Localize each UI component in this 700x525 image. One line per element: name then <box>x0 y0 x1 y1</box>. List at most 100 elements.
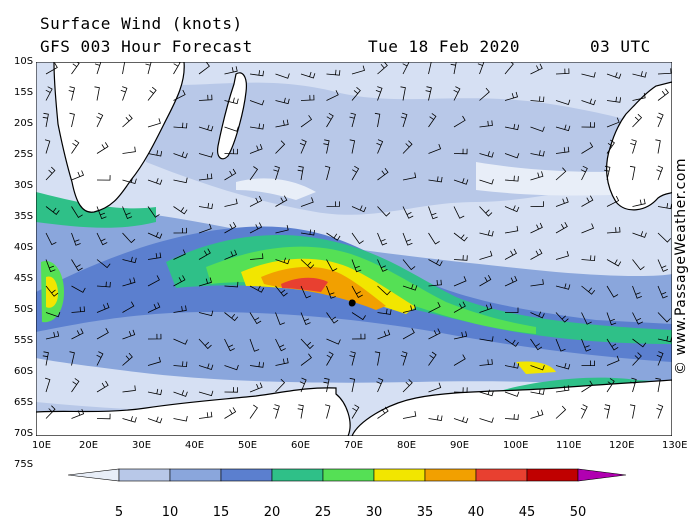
wind-barb <box>479 303 493 313</box>
wind-barb <box>249 222 263 234</box>
wind-barb <box>71 170 85 181</box>
wind-barb <box>147 118 161 128</box>
wind-barb <box>224 126 239 132</box>
wind-barb <box>656 112 664 128</box>
wind-barb <box>555 124 571 132</box>
wind-barb <box>44 377 51 393</box>
wind-barb <box>425 86 432 101</box>
wind-barb <box>402 379 413 393</box>
scale-swatch <box>118 468 171 482</box>
wind-barb <box>326 69 341 76</box>
wind-barb <box>606 96 621 103</box>
wind-barb <box>377 329 391 340</box>
color-scale <box>68 468 627 482</box>
wind-barb <box>224 364 239 371</box>
wind-barb <box>504 123 520 131</box>
wind-barb <box>479 179 494 185</box>
wind-barb <box>224 168 237 181</box>
kerguelen <box>348 299 356 307</box>
wind-barb <box>147 302 161 313</box>
wind-barb <box>173 390 188 397</box>
wind-barb <box>604 165 611 181</box>
wind-barb <box>122 329 136 340</box>
wind-barb <box>555 250 569 260</box>
wind-barb <box>122 385 136 393</box>
wind-barb <box>504 362 520 369</box>
wind-barb <box>453 86 461 101</box>
wind-barb <box>657 232 672 243</box>
lat-label: 40S <box>14 242 34 253</box>
scale-label: 10 <box>161 505 179 520</box>
wind-barb <box>249 253 264 260</box>
forecast-label: GFS 003 Hour Forecast <box>40 37 253 56</box>
wind-barb <box>377 308 392 315</box>
forecast-time: 03 UTC <box>590 37 651 56</box>
wind-barb <box>249 285 265 293</box>
wind-barb <box>555 312 569 323</box>
wind-barb <box>479 206 493 217</box>
wind-barb <box>300 259 315 269</box>
wind-barb <box>402 172 417 181</box>
wind-barb <box>530 365 545 371</box>
wind-barb <box>173 62 181 75</box>
wind-barb <box>351 86 361 101</box>
wind-barb <box>275 378 286 393</box>
wind-barbs <box>42 62 672 424</box>
wind-barb <box>453 115 466 128</box>
wind-barb <box>657 312 671 323</box>
wind-barb <box>147 178 163 185</box>
lon-label: 90E <box>450 440 470 451</box>
wind-barb <box>402 140 413 154</box>
wind-barb <box>69 351 75 366</box>
wind-barb <box>376 139 384 154</box>
wind-barb <box>71 206 83 219</box>
wind-barb <box>630 139 637 154</box>
lon-label: 130E <box>662 440 688 451</box>
wind-barb <box>249 166 259 181</box>
wind-barb <box>555 385 570 393</box>
wind-barb <box>326 112 334 128</box>
wind-barb <box>147 150 163 157</box>
wind-barb <box>657 259 668 272</box>
lon-label: 40E <box>185 440 205 451</box>
wind-barb <box>504 153 520 159</box>
wind-barb <box>530 201 544 207</box>
wind-barb <box>581 98 596 106</box>
wind-barb <box>453 255 468 261</box>
wind-barb <box>349 139 356 154</box>
wind-barb <box>351 312 366 321</box>
wind-barb <box>402 259 416 271</box>
wind-barb <box>300 312 311 326</box>
wind-barb <box>374 112 381 128</box>
wind-barb <box>375 86 383 101</box>
wind-barb <box>173 361 188 368</box>
wind-barb <box>249 361 264 368</box>
wind-barb <box>555 362 571 370</box>
scale-arrow-high <box>577 468 627 482</box>
wind-barb <box>173 275 186 287</box>
wind-barb <box>428 414 443 421</box>
lat-label: 70S <box>14 428 34 439</box>
wind-barb <box>428 279 442 287</box>
wind-barb <box>428 259 443 267</box>
wind-barb <box>402 206 414 219</box>
wind-barb <box>606 117 620 128</box>
wind-barb <box>300 353 312 366</box>
wind-barb <box>326 90 339 101</box>
wind-barb <box>377 206 391 217</box>
wind-barb <box>173 177 188 184</box>
wind-barb <box>351 333 366 340</box>
wind-barb <box>349 351 356 366</box>
wind-barb <box>198 338 212 350</box>
wind-barb <box>249 312 262 325</box>
wind-barb <box>96 112 104 128</box>
wind-barb <box>428 232 440 245</box>
wind-barb <box>606 378 615 393</box>
wind-barb <box>96 302 110 313</box>
wind-barb <box>632 285 642 299</box>
wind-barb <box>374 351 381 366</box>
wind-barb <box>173 338 188 345</box>
scale-swatch <box>526 468 579 482</box>
wind-barb <box>147 275 160 287</box>
wind-barb <box>655 139 661 154</box>
